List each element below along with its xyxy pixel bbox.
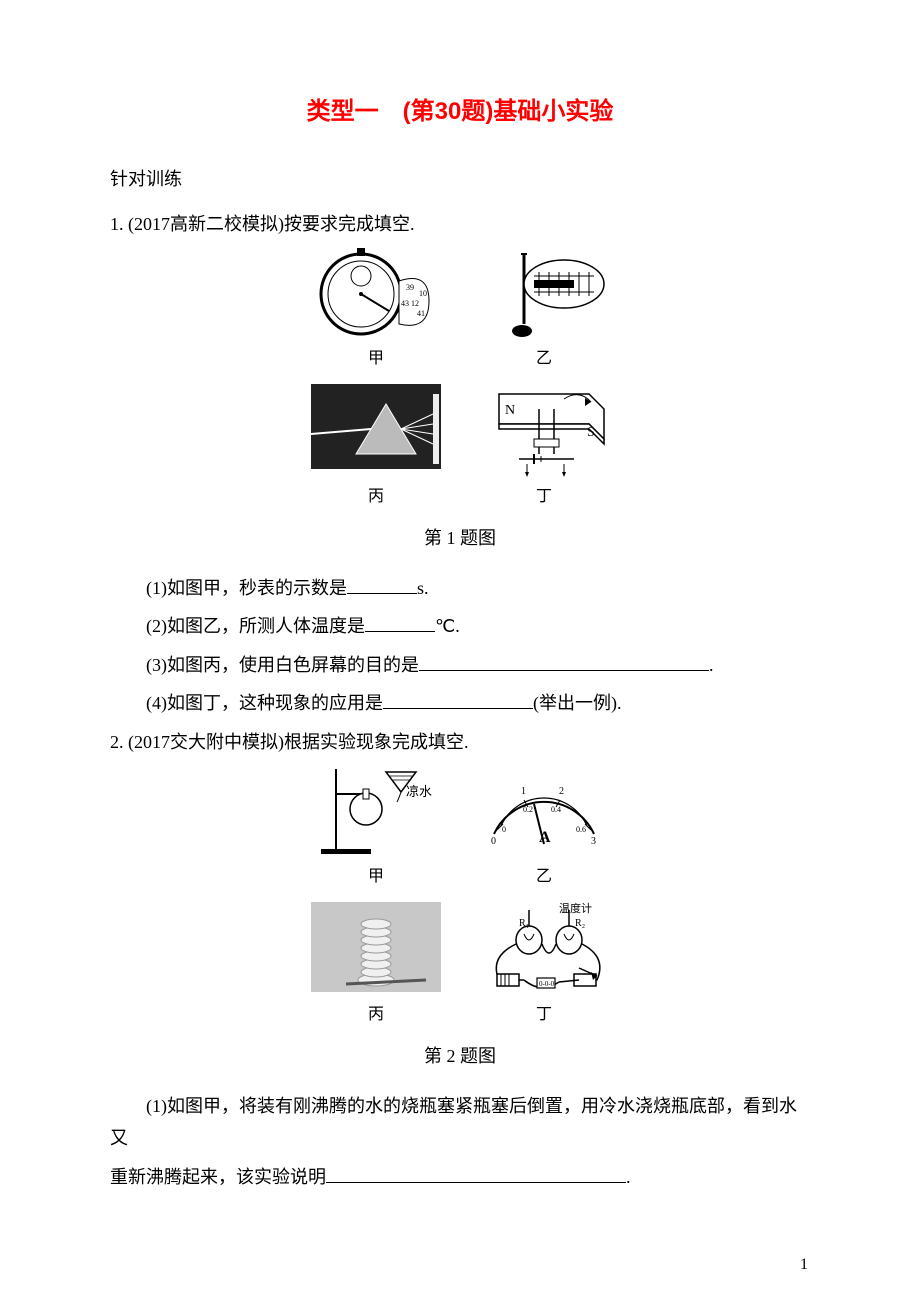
stopwatch-icon: 39 10 43 12 41 <box>311 246 441 341</box>
page-title: 类型一 (第30题)基础小实验 <box>110 90 810 133</box>
magnet-n-label: N <box>505 403 515 418</box>
q1-item-3: (3)如图丙，使用白色屏幕的目的是. <box>110 649 810 681</box>
q1-fig-bing-tag: 丙 <box>368 483 384 512</box>
q2-item-1-line2: 重新沸腾起来，该实验说明. <box>110 1161 810 1193</box>
q1-item-2-blank[interactable] <box>365 612 435 633</box>
q1-item-4-post: (举出一例). <box>533 693 622 713</box>
joule-circuit-icon: 温度计 R₁ R₂ 0-0- <box>479 902 609 997</box>
q1-item-1-blank[interactable] <box>347 573 417 594</box>
q1-fig-ding: N S 丁 <box>469 384 619 512</box>
thermometer-label: 温度计 <box>559 902 592 915</box>
q2-caption: 第 2 题图 <box>110 1040 810 1072</box>
q1-item-1-post: s. <box>417 578 429 598</box>
q1-item-3-pre: (3)如图丙，使用白色屏幕的目的是 <box>146 655 419 675</box>
q1-item-2-pre: (2)如图乙，所测人体温度是 <box>146 616 365 636</box>
q2-item-1-line1: (1)如图甲，将装有刚沸腾的水的烧瓶塞紧瓶塞后倒置，用冷水浇烧瓶底部，看到水又 <box>110 1090 810 1155</box>
q1-figures: 39 10 43 12 41 甲 <box>110 246 810 512</box>
thermometer-icon <box>479 246 609 341</box>
q2-fig-jia: 凉水 甲 <box>301 764 451 892</box>
ammeter-unit: A <box>539 829 551 846</box>
q2-fig-yi-tag: 乙 <box>536 863 552 892</box>
page: 类型一 (第30题)基础小实验 针对训练 1. (2017高新二校模拟)按要求完… <box>0 0 920 1302</box>
svg-text:0.2: 0.2 <box>523 805 533 814</box>
svg-text:0.6: 0.6 <box>576 825 586 834</box>
q1-item-2-post: ℃. <box>435 616 460 636</box>
q1-item-4: (4)如图丁，这种现象的应用是 (举出一例). <box>110 687 810 719</box>
svg-text:R₁: R₁ <box>519 918 529 929</box>
svg-text:0: 0 <box>502 825 506 834</box>
svg-text:0-0-0: 0-0-0 <box>539 980 555 988</box>
q1-item-1-pre: (1)如图甲，秒表的示数是 <box>146 578 347 598</box>
svg-text:R₂: R₂ <box>575 918 585 929</box>
q2-fig-bing-tag: 丙 <box>368 1001 384 1030</box>
svg-text:39: 39 <box>406 283 414 292</box>
ammeter-icon: 0 1 2 3 0 0.2 0.4 0.6 A <box>479 764 609 859</box>
q1-item-3-blank[interactable] <box>419 650 709 671</box>
q1-item-4-blank[interactable] <box>383 688 533 709</box>
q1-item-1: (1)如图甲，秒表的示数是 s. <box>110 572 810 604</box>
svg-text:2: 2 <box>559 786 564 797</box>
q2-fig-jia-tag: 甲 <box>368 863 384 892</box>
page-number: 1 <box>800 1251 808 1280</box>
q2-fig-ding: 温度计 R₁ R₂ 0-0- <box>469 902 619 1030</box>
svg-text:10: 10 <box>419 289 427 298</box>
flask-cold-water-icon: 凉水 <box>311 764 441 859</box>
q1-fig-bing: 丙 <box>301 384 451 512</box>
svg-text:43: 43 <box>401 299 409 308</box>
q2-item-1-line2-post: . <box>626 1167 631 1187</box>
q2-figures: 凉水 甲 0 1 2 3 0 0.2 0.4 <box>110 764 810 1030</box>
q1-item-4-pre: (4)如图丁，这种现象的应用是 <box>146 693 383 713</box>
q1-fig-jia: 39 10 43 12 41 甲 <box>301 246 451 374</box>
svg-text:3: 3 <box>591 836 596 847</box>
q1-fig-yi-tag: 乙 <box>536 345 552 374</box>
q2-item-1-line2-pre: 重新沸腾起来，该实验说明 <box>110 1167 326 1187</box>
q2-fig-ding-tag: 丁 <box>536 1001 552 1030</box>
section-label: 针对训练 <box>110 163 810 195</box>
q1-fig-ding-tag: 丁 <box>536 483 552 512</box>
stacked-weights-icon <box>311 902 441 997</box>
prism-icon <box>311 384 441 479</box>
q2-stem: 2. (2017交大附中模拟)根据实验现象完成填空. <box>110 726 810 758</box>
q1-stem: 1. (2017高新二校模拟)按要求完成填空. <box>110 208 810 240</box>
electromagnet-swing-icon: N S <box>479 384 609 479</box>
q1-item-3-post: . <box>709 655 714 675</box>
svg-text:0.4: 0.4 <box>551 805 561 814</box>
svg-text:1: 1 <box>521 786 526 797</box>
q2-fig-yi: 0 1 2 3 0 0.2 0.4 0.6 A 乙 <box>469 764 619 892</box>
q1-item-2: (2)如图乙，所测人体温度是 ℃. <box>110 610 810 642</box>
q2-fig-bing: 丙 <box>301 902 451 1030</box>
magnet-s-label: S <box>587 425 595 440</box>
cold-water-label: 凉水 <box>406 784 432 799</box>
q2-item-1-blank[interactable] <box>326 1162 626 1183</box>
q1-fig-jia-tag: 甲 <box>368 345 384 374</box>
svg-text:12: 12 <box>411 299 419 308</box>
svg-text:41: 41 <box>417 309 425 318</box>
q1-fig-yi: 乙 <box>469 246 619 374</box>
q1-caption: 第 1 题图 <box>110 522 810 554</box>
svg-text:0: 0 <box>491 836 496 847</box>
